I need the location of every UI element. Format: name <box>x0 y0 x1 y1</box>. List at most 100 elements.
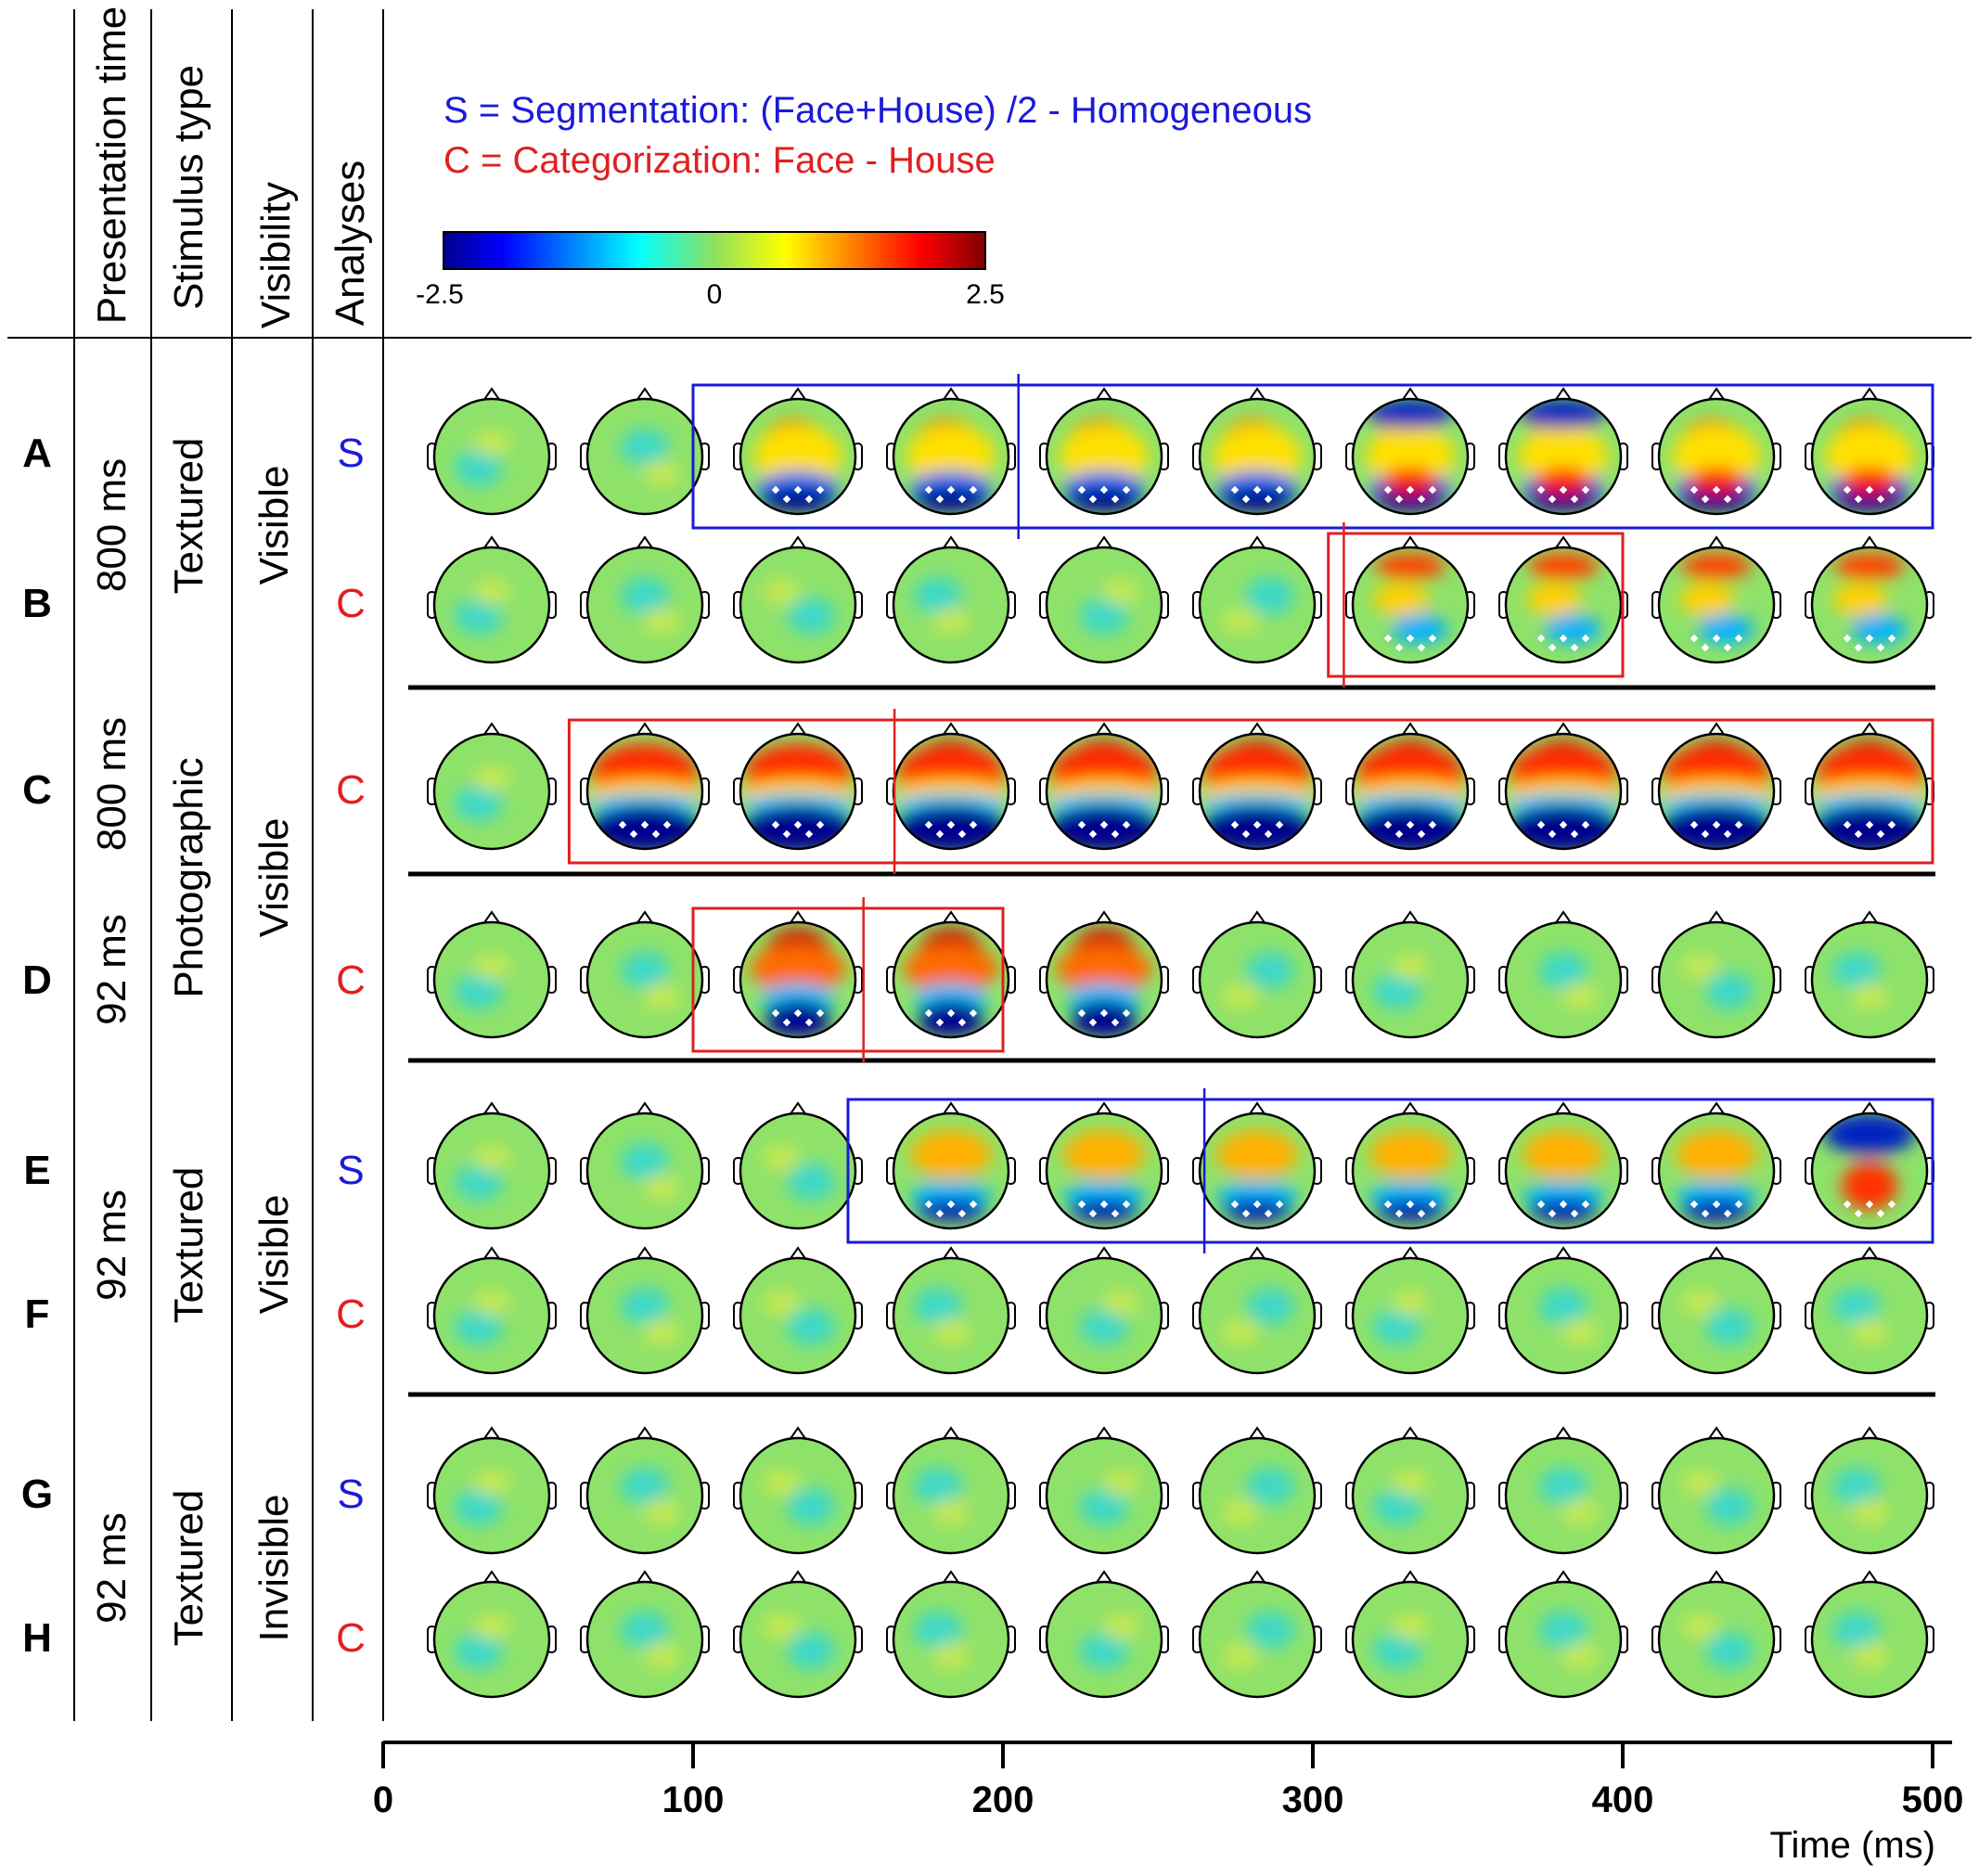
significant-electrode <box>1854 1209 1863 1218</box>
nose <box>1401 1246 1420 1261</box>
significance-window-e <box>846 1098 1934 1244</box>
significant-electrode <box>1253 820 1262 829</box>
row-label-e: E <box>23 1148 50 1193</box>
time-tick-label-0: 0 <box>373 1780 393 1820</box>
group3-visibility: Visible <box>251 1195 297 1315</box>
topomap-f-2 <box>580 1246 710 1375</box>
significant-electrode <box>1111 1018 1120 1027</box>
significant-electrode <box>1854 829 1863 839</box>
topomap-d-3 <box>733 910 863 1039</box>
topomap-blob <box>1681 553 1752 579</box>
nose <box>1095 1246 1113 1261</box>
topomap-blob <box>621 577 669 614</box>
head-outline <box>1198 1580 1317 1699</box>
significant-electrode <box>1099 1200 1109 1209</box>
significance-window-d <box>691 906 1005 1053</box>
significant-electrode <box>1548 829 1557 839</box>
topomap-a-8 <box>1498 387 1628 516</box>
significant-electrode <box>1559 634 1568 643</box>
topomap-f-8 <box>1498 1246 1628 1375</box>
head-outline <box>432 1256 551 1375</box>
head-outline <box>892 1256 1010 1375</box>
significant-electrode <box>1417 1209 1426 1218</box>
group4-visibility: Invisible <box>251 1495 297 1642</box>
nose <box>636 1570 654 1585</box>
nose <box>636 387 654 402</box>
significant-electrode <box>1230 820 1240 829</box>
topomap-blob <box>1528 1199 1599 1221</box>
significant-electrode <box>924 1009 933 1018</box>
nose <box>1860 1246 1879 1261</box>
topomap-blob <box>1392 614 1447 644</box>
head-outline <box>1198 1111 1317 1230</box>
topomap-h-7 <box>1345 1570 1475 1699</box>
nose <box>636 722 654 737</box>
significant-electrode <box>1581 634 1590 643</box>
significant-electrode <box>1099 820 1109 829</box>
topomap-blob <box>455 597 503 635</box>
significant-electrode <box>969 485 978 495</box>
significant-electrode <box>1570 1209 1579 1218</box>
topomap-f-1 <box>427 1246 557 1375</box>
head-outline <box>1351 1111 1470 1230</box>
significant-electrode <box>804 829 814 839</box>
topomap-b-6 <box>1192 535 1322 664</box>
topomap-blob <box>914 1288 962 1325</box>
topomap-blob <box>455 1632 503 1669</box>
group1-time: 800 ms <box>89 458 135 592</box>
head-outline <box>1504 1111 1623 1230</box>
significant-electrode <box>935 495 945 504</box>
colorbar-mid-label: 0 <box>707 279 723 310</box>
significant-electrode <box>1712 820 1721 829</box>
topomap-b-2 <box>580 535 710 664</box>
head-outline <box>892 920 1010 1039</box>
significant-electrode <box>946 1009 956 1018</box>
nose <box>1248 1570 1266 1585</box>
significant-electrode <box>1122 485 1131 495</box>
time-tick-label-500: 500 <box>1902 1780 1964 1820</box>
head-outline <box>1351 397 1470 516</box>
head-outline <box>1351 546 1470 664</box>
topomap-blob <box>1063 1130 1145 1178</box>
head-outline <box>1045 732 1163 851</box>
nose <box>482 1246 501 1261</box>
analysis-label-g: S <box>337 1471 364 1517</box>
group2-time-bottom: 92 ms <box>89 914 135 1025</box>
topomap-blob <box>1834 553 1905 579</box>
topomap-a-6 <box>1192 387 1322 516</box>
topomap-blob <box>1373 1308 1421 1345</box>
topomap-blob <box>1060 425 1149 488</box>
topomap-blob <box>1561 1499 1599 1525</box>
topomap-blob <box>1366 425 1455 488</box>
head-outline <box>892 546 1010 664</box>
head-outline <box>1810 732 1929 851</box>
significant-electrode <box>651 829 661 839</box>
significant-electrode <box>1264 1209 1273 1218</box>
topomap-e-2 <box>580 1101 710 1230</box>
significant-electrode <box>1548 1209 1557 1218</box>
topomap-b-1 <box>427 535 557 664</box>
nose <box>1095 722 1113 737</box>
topomap-blob <box>1102 1470 1139 1496</box>
nose <box>1707 1246 1726 1261</box>
topomap-blob <box>1832 1468 1881 1505</box>
significant-electrode <box>793 820 803 829</box>
significance-window-a <box>691 383 1934 530</box>
topomap-f-5 <box>1039 1246 1169 1375</box>
head-outline <box>1504 397 1623 516</box>
head-outline <box>1810 1111 1929 1230</box>
significant-electrode <box>1559 1200 1568 1209</box>
row-label-b: B <box>22 581 52 626</box>
topomap-blob <box>1851 614 1907 644</box>
topomap-blob <box>1561 1643 1599 1669</box>
head-outline <box>1045 1580 1163 1699</box>
significant-electrode <box>1122 1200 1131 1209</box>
head-outline <box>585 546 704 664</box>
nose <box>636 1246 654 1261</box>
topomap-blob <box>1705 1632 1754 1669</box>
nose <box>1707 1101 1726 1116</box>
head-outline <box>739 732 857 851</box>
topomap-blob <box>763 1290 800 1316</box>
head-outline <box>1045 397 1163 516</box>
